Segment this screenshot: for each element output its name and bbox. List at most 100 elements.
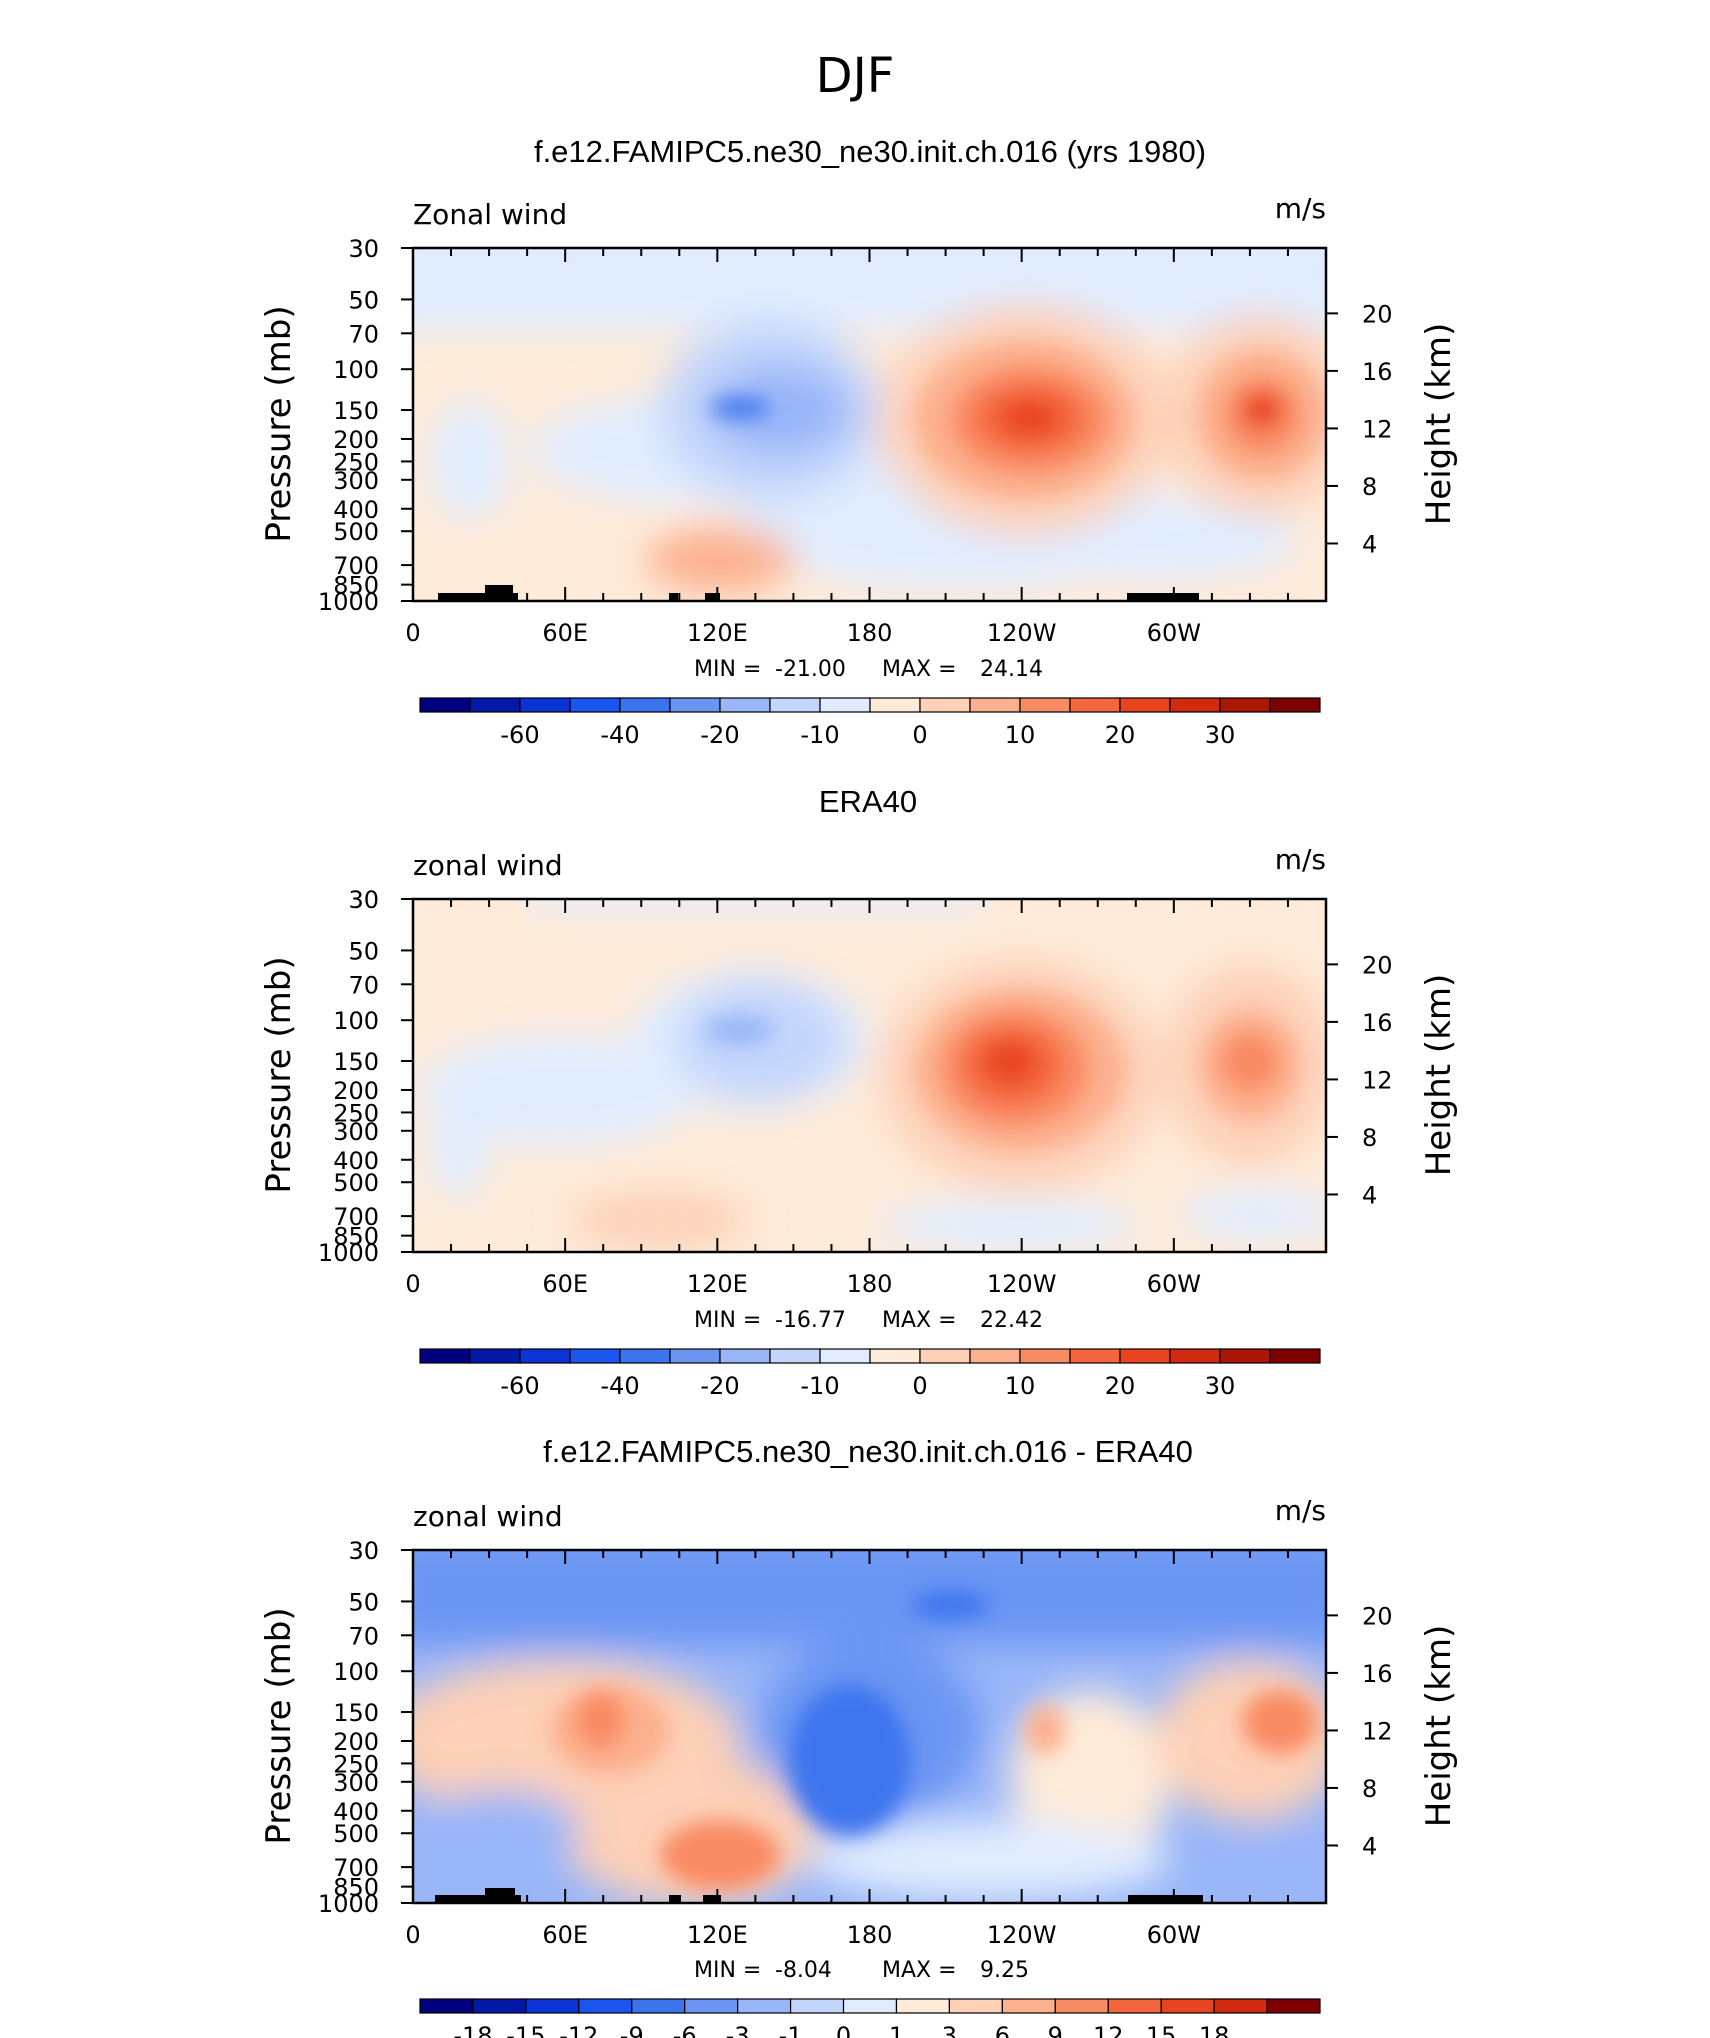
y-tick-label: 150 [333,1048,379,1076]
colorbar-swatch [684,1998,739,2014]
x-tick-label: 0 [405,619,420,647]
y-axis-label: Pressure (mb) [259,305,299,542]
colorbar-swatch [619,1348,671,1364]
y-tick-label: 500 [333,1169,379,1197]
colorbar-label: 6 [995,2022,1010,2038]
colorbar-label: -1 [779,2022,803,2038]
min-label: MIN = [694,657,761,682]
colorbar-swatch [1054,1998,1109,2014]
colorbar-swatch [419,1348,471,1364]
y-tick-label: 70 [348,1622,379,1650]
y-tick-label: 250 [333,1099,379,1127]
colorbar-swatch [419,697,471,713]
colorbar-label: -6 [673,2022,697,2038]
colorbar-label: 9 [1048,2022,1063,2038]
colorbar-label: -40 [600,721,639,749]
y-tick-label: 400 [333,1798,379,1826]
y-tick-label: 200 [333,1728,379,1756]
x-tick-label: 60E [542,619,588,647]
colorbar-label: 30 [1205,1372,1236,1400]
x-tick-label: 120E [687,1270,748,1298]
y-tick-label: 250 [333,448,379,476]
field-label: zonal wind [413,1500,563,1533]
colorbar-label: 20 [1105,721,1136,749]
colorbar-swatch [569,1348,621,1364]
y-tick-label: 300 [333,467,379,495]
colorbar-swatch [719,1348,771,1364]
panel-title: f.e12.FAMIPC5.ne30_ne30.init.ch.016 - ER… [543,1434,1193,1469]
colorbar-swatch [969,1348,1021,1364]
colorbar-label: 10 [1005,721,1036,749]
y-axis-right-label: Height (km) [1419,323,1459,526]
y-tick-label: 150 [333,1699,379,1727]
y-tick-label: 400 [333,496,379,524]
colorbar-swatch [1119,1348,1171,1364]
max-value: 9.25 [980,1958,1029,1983]
y-tick-label: 1000 [318,588,379,616]
x-tick-label: 60E [542,1921,588,1949]
y-right-tick-label: 20 [1362,1602,1393,1630]
contour-field [413,899,1326,1252]
y-axis-right-label: Height (km) [1419,1625,1459,1828]
y-tick-label: 300 [333,1118,379,1146]
y-right-tick-label: 12 [1362,1717,1393,1745]
y-right-tick-label: 8 [1362,473,1377,501]
y-tick-label: 1000 [318,1890,379,1918]
colorbar-swatch [519,697,571,713]
colorbar-label: -9 [620,2022,644,2038]
colorbar-swatch [1269,1348,1321,1364]
colorbar-swatch [842,1998,898,2014]
y-tick-label: 300 [333,1769,379,1797]
colorbar-swatch [669,697,721,713]
figure-title: DJF [816,48,895,104]
colorbar-swatch [919,1348,971,1364]
y-right-tick-label: 4 [1362,1832,1377,1860]
y-tick-label: 150 [333,397,379,425]
colorbar-label: -20 [700,1372,739,1400]
colorbar-swatch [919,697,971,713]
y-tick-label: 70 [348,320,379,348]
x-tick-label: 180 [847,1921,893,1949]
x-tick-label: 120E [687,1921,748,1949]
colorbar-swatch [1119,697,1171,713]
x-tick-label: 120W [987,1270,1057,1298]
colorbar-swatch [948,1998,1003,2014]
x-ticks: 0 60E 120E 180 120W 60W [405,248,1327,647]
colorbar-swatch [769,697,821,713]
colorbar-swatch [469,1348,521,1364]
y-tick-label: 200 [333,426,379,454]
colorbar-label: 18 [1199,2022,1230,2038]
colorbar-label: 3 [942,2022,957,2038]
units-label: m/s [1275,843,1326,876]
y-tick-label: 500 [333,518,379,546]
colorbar-swatch [1001,1998,1056,2014]
x-tick-label: 120W [987,619,1057,647]
colorbar-swatch [1266,1998,1321,2014]
colorbar-swatch [472,1998,527,2014]
colorbar-swatch [631,1998,686,2014]
min-value: -8.04 [775,1958,832,1983]
y-axis-label: Pressure (mb) [259,956,299,1193]
colorbar: -18 -15 -12 -9 -6 -3 -1 0 1 3 6 9 12 15 18 [419,1998,1321,2038]
panel-era40: ERA40 zonal wind m/s [259,784,1459,1400]
y-right-tick-label: 16 [1362,1660,1393,1688]
colorbar-swatch [525,1998,580,2014]
panel-difference: f.e12.FAMIPC5.ne30_ne30.init.ch.016 - ER… [259,1434,1459,2038]
x-ticks: 0 60E 120E 180 120W 60W [405,899,1327,1298]
min-label: MIN = [694,1308,761,1333]
colorbar-label: -60 [500,721,539,749]
y-tick-label: 100 [333,1658,379,1686]
y-tick-label: 850 [333,1223,379,1251]
minmax: MIN = -16.77 MAX = 22.42 [694,1308,1043,1333]
max-label: MAX = [882,657,957,682]
y-tick-label: 850 [333,572,379,600]
colorbar-swatch [1213,1998,1268,2014]
colorbar-label: 0 [912,721,927,749]
y-tick-label: 30 [348,235,379,263]
x-tick-label: 180 [847,619,893,647]
y-right-tick-label: 4 [1362,1181,1377,1209]
y-tick-label: 30 [348,1537,379,1565]
field-label: Zonal wind [413,198,567,231]
y-tick-label: 50 [348,1588,379,1616]
